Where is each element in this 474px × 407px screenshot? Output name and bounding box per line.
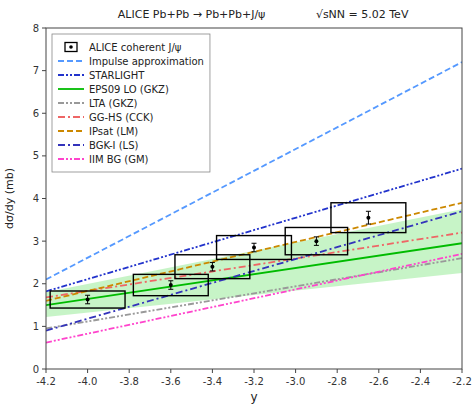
x-tick-label: -2.6 xyxy=(369,376,389,387)
x-tick-label: -2.2 xyxy=(452,376,472,387)
y-tick xyxy=(42,198,46,199)
x-tick-label: -4.2 xyxy=(36,376,56,387)
x-tick-label: -2.4 xyxy=(411,376,431,387)
x-tick-label: -3.2 xyxy=(244,376,264,387)
error-bar xyxy=(252,243,257,252)
line xyxy=(46,243,462,305)
x-tick xyxy=(420,369,421,373)
subtitle: √sNN = 5.02 TeV xyxy=(316,8,409,21)
chart: ALICE Pb+Pb → Pb+Pb+J/ψ √sNN = 5.02 TeV -4… xyxy=(0,0,474,407)
line xyxy=(46,233,462,298)
legend-handle xyxy=(58,74,84,76)
legend-label: STARLIGHT xyxy=(89,70,145,81)
y-tick-label: 5 xyxy=(33,150,39,161)
x-tick xyxy=(46,369,47,373)
bands xyxy=(46,209,462,317)
x-tick-label: -3.6 xyxy=(161,376,181,387)
lines xyxy=(46,62,462,342)
point xyxy=(169,283,173,287)
legend-handle xyxy=(58,158,84,160)
systematic-box xyxy=(331,203,406,233)
legend-handle xyxy=(58,88,84,90)
legend-handle xyxy=(58,144,84,146)
x-tick xyxy=(87,369,88,373)
legend-handle xyxy=(65,43,77,52)
axes: -4.2 -4.0 -3.8 -3.6 -3.4 -3.2 -3.0 -2.8 -2.6 -2.4… xyxy=(33,23,472,388)
points xyxy=(50,203,406,308)
legend-handle xyxy=(58,102,84,104)
error-bar xyxy=(210,262,215,271)
point xyxy=(210,265,214,269)
legend-label: EPS09 LO (GKZ) xyxy=(89,84,169,95)
legend-label: Impulse approximation xyxy=(89,56,204,67)
legend-frame xyxy=(52,34,210,172)
y-tick-label: 1 xyxy=(33,321,39,332)
x-tick xyxy=(378,369,379,373)
x-tick xyxy=(337,369,338,373)
line xyxy=(46,169,462,292)
y-tick xyxy=(42,241,46,242)
y-tick-label: 2 xyxy=(33,278,39,289)
y-tick xyxy=(42,155,46,156)
legend-handle-dot xyxy=(69,45,73,49)
line xyxy=(46,203,462,301)
legend-label: GG-HS (CCK) xyxy=(89,112,154,123)
legend-label: BGK-I (LS) xyxy=(89,140,138,151)
line xyxy=(46,258,462,328)
point xyxy=(86,298,90,302)
legend-handle xyxy=(58,116,84,118)
error-bar xyxy=(314,237,319,246)
y-tick xyxy=(42,326,46,327)
point xyxy=(314,239,318,243)
y-axis-label: dσ/dy (mb) xyxy=(3,168,16,229)
error-bar xyxy=(168,281,173,290)
x-tick-label: -3.0 xyxy=(286,376,306,387)
y-tick-label: 0 xyxy=(33,364,39,375)
title: ALICE Pb+Pb → Pb+Pb+J/ψ xyxy=(118,8,266,21)
background xyxy=(0,0,474,407)
y-tick-label: 3 xyxy=(33,236,39,247)
systematic-box xyxy=(285,227,347,254)
x-tick xyxy=(212,369,213,373)
y-tick xyxy=(42,113,46,114)
y-tick-label: 8 xyxy=(33,23,39,34)
x-tick-label: -4.0 xyxy=(78,376,98,387)
y-tick xyxy=(42,369,46,370)
legend-label: IPsat (LM) xyxy=(89,126,138,137)
x-tick xyxy=(295,369,296,373)
plot-frame xyxy=(46,28,462,369)
y-tick xyxy=(42,70,46,71)
legend-handle xyxy=(58,60,84,62)
y-tick xyxy=(42,28,46,29)
systematic-box xyxy=(175,255,250,279)
y-tick-label: 4 xyxy=(33,193,39,204)
band xyxy=(46,209,462,317)
x-axis-label: y xyxy=(250,390,257,404)
x-tick xyxy=(254,369,255,373)
systematic-box xyxy=(217,236,292,260)
systematic-box xyxy=(50,291,125,308)
legend-label: ALICE coherent J/ψ xyxy=(89,42,182,53)
y-tick-label: 6 xyxy=(33,108,39,119)
systematic-box xyxy=(133,274,208,295)
x-tick xyxy=(170,369,171,373)
point xyxy=(252,246,256,250)
line xyxy=(46,211,462,330)
y-tick xyxy=(42,283,46,284)
legend-label: IIM BG (GM) xyxy=(89,154,149,165)
x-tick-label: -3.4 xyxy=(203,376,223,387)
x-tick-label: -3.8 xyxy=(119,376,139,387)
plot-area xyxy=(46,62,462,342)
line xyxy=(46,254,462,343)
error-bar xyxy=(85,295,90,304)
point xyxy=(366,216,370,220)
legend-handle xyxy=(58,130,84,132)
x-tick xyxy=(129,369,130,373)
legend-label: LTA (GKZ) xyxy=(89,98,138,109)
legend: ALICE coherent J/ψ Impulse approximation S… xyxy=(52,34,210,172)
x-tick-label: -2.8 xyxy=(327,376,347,387)
y-tick-label: 7 xyxy=(33,65,39,76)
x-tick xyxy=(462,369,463,373)
error-bar xyxy=(366,211,371,224)
